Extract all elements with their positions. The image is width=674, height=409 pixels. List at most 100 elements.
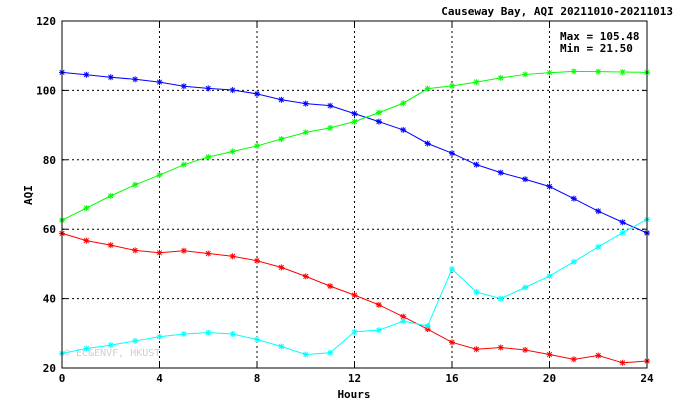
data-point [132,76,139,83]
data-point [473,289,480,296]
data-point [156,249,163,256]
data-point [449,266,455,273]
data-point [351,118,358,125]
data-point [595,243,602,250]
data-point [570,195,577,202]
data-point [449,339,455,346]
data-point [570,258,577,265]
data-point [83,71,90,78]
x-tick-label: 20 [543,372,556,385]
data-point [156,333,163,340]
data-point [619,219,626,226]
data-point [107,342,114,349]
data-point [156,172,163,179]
data-point [570,356,577,363]
data-point [327,102,334,109]
data-point [595,208,602,215]
data-point [132,337,139,344]
data-point [205,85,212,92]
data-point [302,129,309,136]
data-point [400,100,407,107]
data-point [351,328,358,335]
data-point [278,343,285,350]
data-point [278,135,285,142]
y-tick-label: 20 [43,362,56,375]
data-point [83,237,90,244]
data-point [180,83,187,90]
data-point [424,323,431,330]
data-point [424,140,431,147]
data-point [327,349,334,356]
plot-frame [61,20,648,369]
stats-max: Max = 105.48 [560,30,639,43]
data-point [278,96,285,103]
data-point [351,292,358,299]
x-tick-label: 16 [445,372,459,385]
data-point [473,346,480,353]
y-tick-label: 80 [43,154,56,167]
data-point [107,74,114,81]
data-point [546,69,553,76]
grid-layer [62,21,647,368]
chart-title: Causeway Bay, AQI 20211010-20211013 [441,5,673,18]
x-tick-label: 0 [59,372,66,385]
x-tick-label: 24 [640,372,654,385]
data-point [229,148,236,155]
series-2 [59,68,650,224]
data-point [327,283,334,290]
data-point [595,68,602,75]
tick-layer: 0 4 8 12 16 20 24 20 40 60 80 100 120 [36,15,654,385]
data-point [180,161,187,168]
data-point [351,110,358,117]
data-point [302,100,309,107]
series-1 [59,69,650,237]
y-tick-label: 100 [36,84,56,97]
data-point [229,330,236,337]
data-point [546,273,553,280]
data-point [497,169,504,176]
data-point [546,351,553,358]
data-point [375,118,382,125]
data-point [302,273,309,280]
data-point [254,142,260,149]
data-point [205,250,212,257]
series-3 [59,230,650,366]
y-axis-label: AQI [22,185,35,205]
data-point [424,85,431,92]
y-tick-label: 120 [36,15,56,28]
data-point [497,295,504,302]
data-point [132,181,139,188]
data-point [254,336,260,343]
data-point [619,229,626,236]
data-point [156,79,163,86]
data-point [449,150,455,157]
data-point [400,126,407,133]
data-point [473,79,480,86]
data-point [595,352,602,359]
data-point [497,74,504,81]
data-point [400,318,407,325]
data-point [473,161,480,168]
x-tick-label: 8 [254,372,261,385]
watermark: © EC&ENVF, HKUST [64,348,160,359]
data-point [205,154,212,161]
x-axis-label: Hours [337,388,370,401]
data-point [132,247,139,254]
data-point [522,284,529,291]
data-point [229,87,236,94]
data-point [278,264,285,271]
data-point [254,257,260,264]
data-point [522,71,529,78]
x-tick-label: 12 [348,372,361,385]
data-point [107,192,114,199]
data-point [302,351,309,358]
data-point [375,301,382,308]
series-layer [59,68,650,366]
data-point [205,329,212,336]
data-point [522,176,529,183]
data-point [180,330,187,337]
watermark-layer: © EC&ENVF, HKUST [64,348,160,359]
data-point [229,253,236,260]
data-point [497,344,504,351]
